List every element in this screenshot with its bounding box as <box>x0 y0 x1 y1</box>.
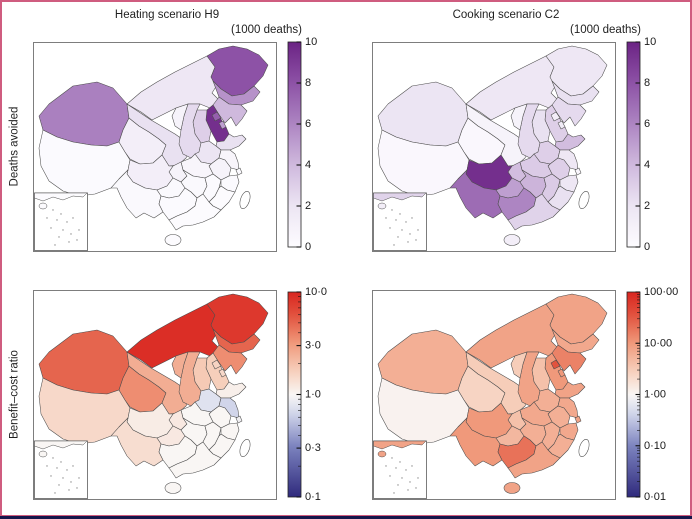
map-heating-h9-benefit-cost <box>33 290 277 505</box>
province-hainan <box>503 234 521 246</box>
province-ningxia <box>510 351 528 379</box>
colorbar-tick-label: 8 <box>644 77 650 89</box>
china-map-svg <box>33 290 277 500</box>
frame-border-bottom <box>0 514 692 516</box>
province-shanghai <box>574 167 582 176</box>
colorbar-tick-label: 3·0 <box>305 340 321 352</box>
china-map-svg <box>33 42 277 252</box>
colorbar-cooking-deaths: 0 2 4 6 8 10 <box>625 36 687 258</box>
province-ningxia <box>171 103 189 131</box>
colorbar-svg: 0 2 4 6 8 10 <box>626 36 656 253</box>
province-hainan <box>164 482 182 494</box>
province-gansu <box>126 351 192 415</box>
province-guangdong <box>507 441 561 479</box>
inset-hainan <box>38 450 48 458</box>
province-guangdong <box>168 441 222 479</box>
inset-hainan <box>38 202 48 210</box>
inset-coast <box>34 440 88 450</box>
province-gansu <box>465 103 531 167</box>
province-beijing <box>550 359 561 370</box>
colorbar-tick-label: 0·3 <box>305 442 321 454</box>
inset-hainan <box>377 202 387 210</box>
province-guangdong <box>168 193 222 231</box>
province-taiwan <box>239 191 251 209</box>
colorbar-tick-label: 2 <box>305 200 311 212</box>
colorbar-tick-label: 0 <box>644 241 650 253</box>
map-cooking-c2-benefit-cost <box>372 290 616 505</box>
row-label-deaths-avoided: Deaths avoided <box>8 106 21 187</box>
map-cooking-c2-deaths-avoided <box>372 42 616 257</box>
province-beijing <box>211 359 222 370</box>
colorbar-svg: 100·00 10·00 1·00 0·10 0·01 <box>626 286 678 503</box>
south-china-sea-inset <box>373 192 427 251</box>
province-tianjin <box>218 120 227 130</box>
colorbar-unit-label-right: (1000 deaths) <box>570 24 641 36</box>
south-china-sea-inset <box>34 192 88 251</box>
province-tianjin <box>218 368 227 378</box>
province-shanghai <box>235 167 243 176</box>
inset-coast <box>373 440 427 450</box>
china-map-svg <box>372 290 616 500</box>
colorbar-gradient <box>287 41 302 248</box>
province-ningxia <box>171 351 189 379</box>
colorbar-gradient <box>626 41 641 248</box>
colorbar-svg: 10·0 3·0 1·0 0·3 0·1 <box>287 286 327 503</box>
south-china-sea-inset <box>373 440 427 499</box>
colorbar-heating-bcr: 10·0 3·0 1·0 0·3 0·1 <box>286 286 348 508</box>
frame-border-right <box>690 0 692 519</box>
south-china-sea-inset <box>34 440 88 499</box>
province-tianjin <box>557 368 566 378</box>
inset-coast <box>373 192 427 202</box>
colorbar-unit-label-left: (1000 deaths) <box>231 24 302 36</box>
province-shanghai <box>235 415 243 424</box>
colorbar-tick-label: 6 <box>644 118 650 130</box>
province-taiwan <box>578 191 590 209</box>
colorbar-tick-label: 4 <box>305 159 311 171</box>
colorbar-tick-label: 10 <box>644 37 656 48</box>
colorbar-tick-label: 10·0 <box>305 287 327 298</box>
province-gansu <box>465 351 531 415</box>
colorbar-tick-label: 6 <box>305 118 311 130</box>
province-ningxia <box>510 103 528 131</box>
province-taiwan <box>578 439 590 457</box>
row-label-benefit-cost-ratio: Benefit–cost ratio <box>8 350 21 439</box>
colorbar-tick-label: 0·1 <box>305 491 321 503</box>
province-hainan <box>164 234 182 246</box>
map-heating-h9-deaths-avoided <box>33 42 277 257</box>
province-taiwan <box>239 439 251 457</box>
colorbar-heating-deaths: 0 2 4 6 8 10 <box>286 36 348 258</box>
province-beijing <box>211 111 222 122</box>
colorbar-tick-label: 1·0 <box>305 389 321 401</box>
province-beijing <box>550 111 561 122</box>
colorbar-tick-label: 10 <box>305 37 317 48</box>
frame-border-left <box>0 0 2 519</box>
province-tianjin <box>557 120 566 130</box>
province-gansu <box>126 103 192 167</box>
inset-coast <box>34 192 88 202</box>
colorbar-tick-label: 2 <box>644 200 650 212</box>
province-shanghai <box>574 415 582 424</box>
colorbar-tick-label: 4 <box>644 159 650 171</box>
colorbar-tick-label: 0 <box>305 241 311 253</box>
column-title-heating: Heating scenario H9 <box>114 9 220 21</box>
colorbar-tick-label: 0·01 <box>644 491 666 503</box>
china-map-svg <box>372 42 616 252</box>
colorbar-tick-label: 0·10 <box>644 440 666 452</box>
colorbar-tick-label: 8 <box>305 77 311 89</box>
column-title-cooking: Cooking scenario C2 <box>452 9 560 21</box>
colorbar-tick-label: 1·00 <box>644 389 666 401</box>
province-guangdong <box>507 193 561 231</box>
province-hainan <box>503 482 521 494</box>
colorbar-svg: 0 2 4 6 8 10 <box>287 36 317 253</box>
frame-border-top <box>0 0 692 2</box>
bottom-rule <box>0 516 692 519</box>
inset-hainan <box>377 450 387 458</box>
colorbar-tick-label: 100·00 <box>644 287 678 298</box>
colorbar-cooking-bcr: 100·00 10·00 1·00 0·10 0·01 <box>625 286 687 508</box>
colorbar-tick-label: 10·00 <box>644 337 672 349</box>
